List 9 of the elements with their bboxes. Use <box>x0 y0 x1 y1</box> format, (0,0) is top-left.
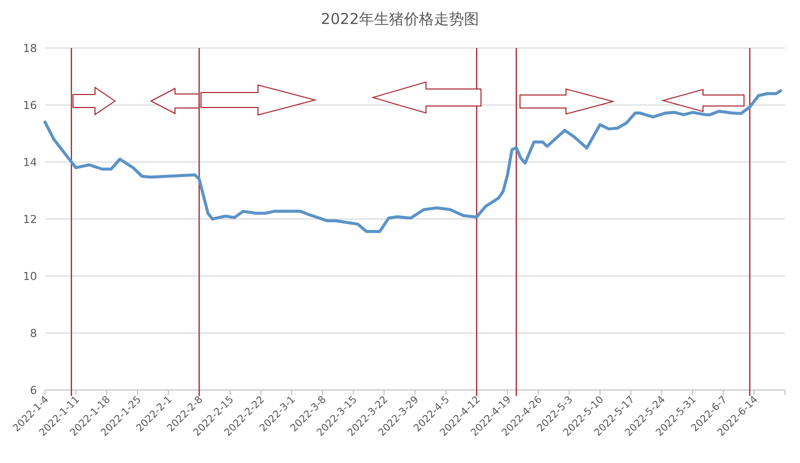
y-tick-label: 6 <box>30 384 37 397</box>
y-tick-label: 16 <box>23 99 37 112</box>
chart-title: 2022年生猪价格走势图 <box>320 10 480 28</box>
y-tick-label: 18 <box>23 42 37 55</box>
line-series <box>44 89 782 234</box>
y-tick-label: 8 <box>30 327 37 340</box>
y-tick-label: 10 <box>23 270 37 283</box>
y-tick-label: 12 <box>23 213 37 226</box>
y-tick-label: 14 <box>23 156 37 169</box>
